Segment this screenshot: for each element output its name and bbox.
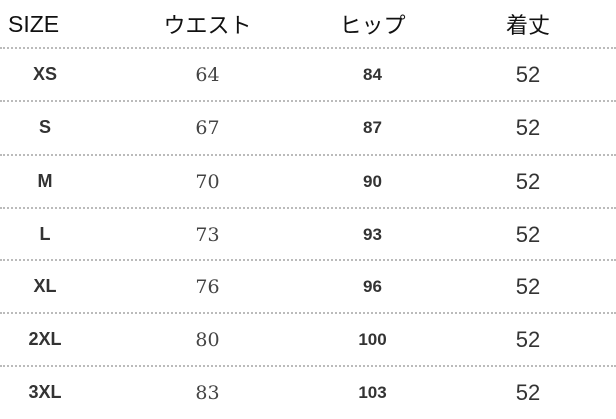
header-hip: ヒップ (339, 14, 406, 39)
length-cell: 52 (515, 61, 541, 87)
length-cell: 52 (515, 326, 541, 352)
waist-cell: 70 (195, 170, 220, 193)
hip-cell: 87 (363, 117, 382, 137)
table-header: SIZE ウエスト ヒップ 着丈 (0, 0, 616, 48)
hip-cell: 96 (363, 276, 382, 296)
header-length: 着丈 (505, 14, 550, 39)
size-cell: M (37, 171, 53, 191)
waist-cell: 76 (195, 275, 220, 298)
hip-cell: 84 (363, 64, 382, 84)
table-row: S 67 87 52 (0, 100, 616, 153)
table-row: 3XL 83 103 52 (0, 365, 616, 418)
size-cell: XL (33, 276, 57, 296)
length-cell: 52 (515, 114, 541, 140)
table-row: L 73 93 52 (0, 207, 616, 260)
waist-cell: 67 (195, 116, 220, 139)
table-row: 2XL 80 100 52 (0, 312, 616, 365)
waist-cell: 80 (195, 328, 220, 351)
table-row: XS 64 84 52 (0, 47, 616, 100)
length-cell: 52 (515, 273, 541, 299)
hip-cell: 100 (358, 329, 387, 349)
size-cell: 3XL (28, 382, 62, 402)
waist-cell: 83 (195, 381, 220, 404)
table-row: XL 76 96 52 (0, 259, 616, 312)
hip-cell: 90 (363, 171, 382, 191)
header-waist: ウエスト (163, 14, 252, 39)
waist-cell: 64 (195, 63, 220, 86)
hip-cell: 93 (363, 224, 382, 244)
header-size: SIZE (8, 10, 60, 37)
size-cell: L (39, 224, 51, 244)
waist-cell: 73 (195, 223, 220, 246)
size-cell: XS (32, 64, 57, 84)
length-cell: 52 (515, 379, 541, 405)
table-row: M 70 90 52 (0, 154, 616, 207)
hip-cell: 103 (358, 382, 387, 402)
length-cell: 52 (515, 221, 541, 247)
length-cell: 52 (515, 168, 541, 194)
size-cell: S (38, 117, 51, 137)
size-cell: 2XL (28, 329, 62, 349)
